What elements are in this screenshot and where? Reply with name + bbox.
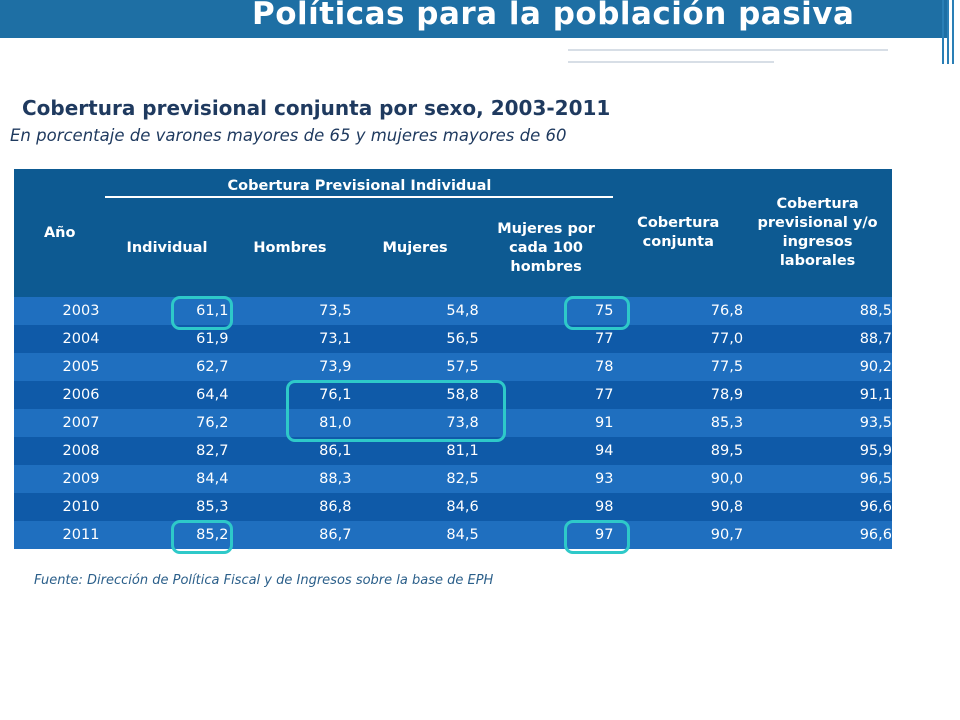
cell-year: 2003	[14, 297, 106, 325]
cell-conjunta: 78,9	[613, 381, 744, 409]
cell-year: 2010	[14, 493, 106, 521]
rail-line	[947, 0, 949, 64]
table-row: 2010 85,3 86,8 84,6 98 90,8 96,6	[14, 493, 892, 521]
cell-mujeres-por-100: 94	[478, 437, 614, 465]
header-hombres: Hombres	[228, 199, 352, 297]
header-band	[0, 0, 948, 38]
table-row: 2004 61,9 73,1 56,5 77 77,0 88,7	[14, 325, 892, 353]
header-group-label: Cobertura Previsional Individual	[227, 177, 492, 194]
cell-year: 2005	[14, 353, 106, 381]
cell-conjunta: 90,7	[613, 521, 744, 549]
highlight-box	[171, 296, 233, 330]
table-row: 2011 85,2 86,7 84,5 97 90,7 96,6	[14, 521, 892, 549]
cell-hombres: 73,5	[228, 297, 352, 325]
header-mujeres-por-100: Mujeres por cada 100 hombres	[478, 199, 614, 297]
cell-individual: 64,4	[105, 381, 229, 409]
cell-hombres: 86,7	[228, 521, 352, 549]
cell-individual: 62,7	[105, 353, 229, 381]
cell-hombres: 86,8	[228, 493, 352, 521]
highlight-box	[286, 380, 506, 442]
highlight-box	[564, 520, 630, 554]
highlight-box	[564, 296, 630, 330]
cell-individual: 84,4	[105, 465, 229, 493]
cell-mujeres: 57,5	[351, 353, 479, 381]
cell-year: 2011	[14, 521, 106, 549]
cell-ingresos: 91,1	[743, 381, 892, 409]
header-group: Cobertura Previsional Individual	[105, 169, 614, 199]
cell-mujeres: 58,8	[351, 381, 479, 409]
cell-hombres: 81,0	[228, 409, 352, 437]
cell-ingresos: 95,9	[743, 437, 892, 465]
table-subtitle: En porcentaje de varones mayores de 65 y…	[10, 126, 567, 145]
table-row: 2009 84,4 88,3 82,5 93 90,0 96,5	[14, 465, 892, 493]
cell-year: 2009	[14, 465, 106, 493]
cell-conjunta: 76,8	[613, 297, 744, 325]
table-row: 2007 76,2 81,0 73,8 91 85,3 93,5	[14, 409, 892, 437]
cell-individual: 82,7	[105, 437, 229, 465]
cell-individual: 85,2	[105, 521, 229, 549]
cell-conjunta: 90,8	[613, 493, 744, 521]
cell-mujeres: 54,8	[351, 297, 479, 325]
cell-conjunta: 77,0	[613, 325, 744, 353]
header-ingresos: Cobertura previsional y/o ingresos labor…	[743, 169, 892, 297]
header-conjunta: Cobertura conjunta	[613, 169, 744, 297]
cell-conjunta: 85,3	[613, 409, 744, 437]
cell-ingresos: 93,5	[743, 409, 892, 437]
cell-mujeres: 84,5	[351, 521, 479, 549]
cell-mujeres-por-100: 93	[478, 465, 614, 493]
cell-ingresos: 96,5	[743, 465, 892, 493]
cell-mujeres: 84,6	[351, 493, 479, 521]
rail-line	[942, 0, 944, 64]
cell-year: 2006	[14, 381, 106, 409]
table-title: Cobertura previsional conjunta por sexo,…	[22, 96, 611, 120]
cell-ingresos: 88,5	[743, 297, 892, 325]
cell-individual: 85,3	[105, 493, 229, 521]
header-decoration-line	[568, 61, 774, 63]
highlight-box	[171, 520, 233, 554]
cell-hombres: 73,1	[228, 325, 352, 353]
cell-mujeres-por-100: 75	[478, 297, 614, 325]
cell-mujeres-por-100: 91	[478, 409, 614, 437]
header-mujeres: Mujeres	[351, 199, 479, 297]
header-group-rule	[105, 195, 614, 198]
cell-year: 2008	[14, 437, 106, 465]
cell-mujeres: 82,5	[351, 465, 479, 493]
header-decoration-line	[568, 49, 888, 51]
cell-individual: 61,9	[105, 325, 229, 353]
header-individual: Individual	[105, 199, 229, 297]
cell-mujeres-por-100: 78	[478, 353, 614, 381]
cell-ingresos: 90,2	[743, 353, 892, 381]
cell-individual: 61,1	[105, 297, 229, 325]
cell-year: 2007	[14, 409, 106, 437]
cell-ingresos: 88,7	[743, 325, 892, 353]
table-row: 2006 64,4 76,1 58,8 77 78,9 91,1	[14, 381, 892, 409]
cell-mujeres: 73,8	[351, 409, 479, 437]
cell-hombres: 73,9	[228, 353, 352, 381]
table-row: 2005 62,7 73,9 57,5 78 77,5 90,2	[14, 353, 892, 381]
table-row: 2003 61,1 73,5 54,8 75 76,8 88,5	[14, 297, 892, 325]
cell-mujeres-por-100: 98	[478, 493, 614, 521]
cell-conjunta: 77,5	[613, 353, 744, 381]
coverage-table: Año Cobertura Previsional Individual Cob…	[14, 169, 892, 549]
cell-conjunta: 90,0	[613, 465, 744, 493]
cell-ingresos: 96,6	[743, 493, 892, 521]
cell-mujeres: 56,5	[351, 325, 479, 353]
source-note: Fuente: Dirección de Política Fiscal y d…	[34, 573, 494, 588]
cell-ingresos: 96,6	[743, 521, 892, 549]
cell-mujeres-por-100: 97	[478, 521, 614, 549]
cell-conjunta: 89,5	[613, 437, 744, 465]
header-year: Año	[14, 169, 106, 297]
cell-individual: 76,2	[105, 409, 229, 437]
cell-hombres: 88,3	[228, 465, 352, 493]
right-rail-decoration	[940, 0, 956, 64]
cell-year: 2004	[14, 325, 106, 353]
page-title: Políticas para la población pasiva	[252, 0, 855, 32]
rail-line	[952, 0, 954, 64]
